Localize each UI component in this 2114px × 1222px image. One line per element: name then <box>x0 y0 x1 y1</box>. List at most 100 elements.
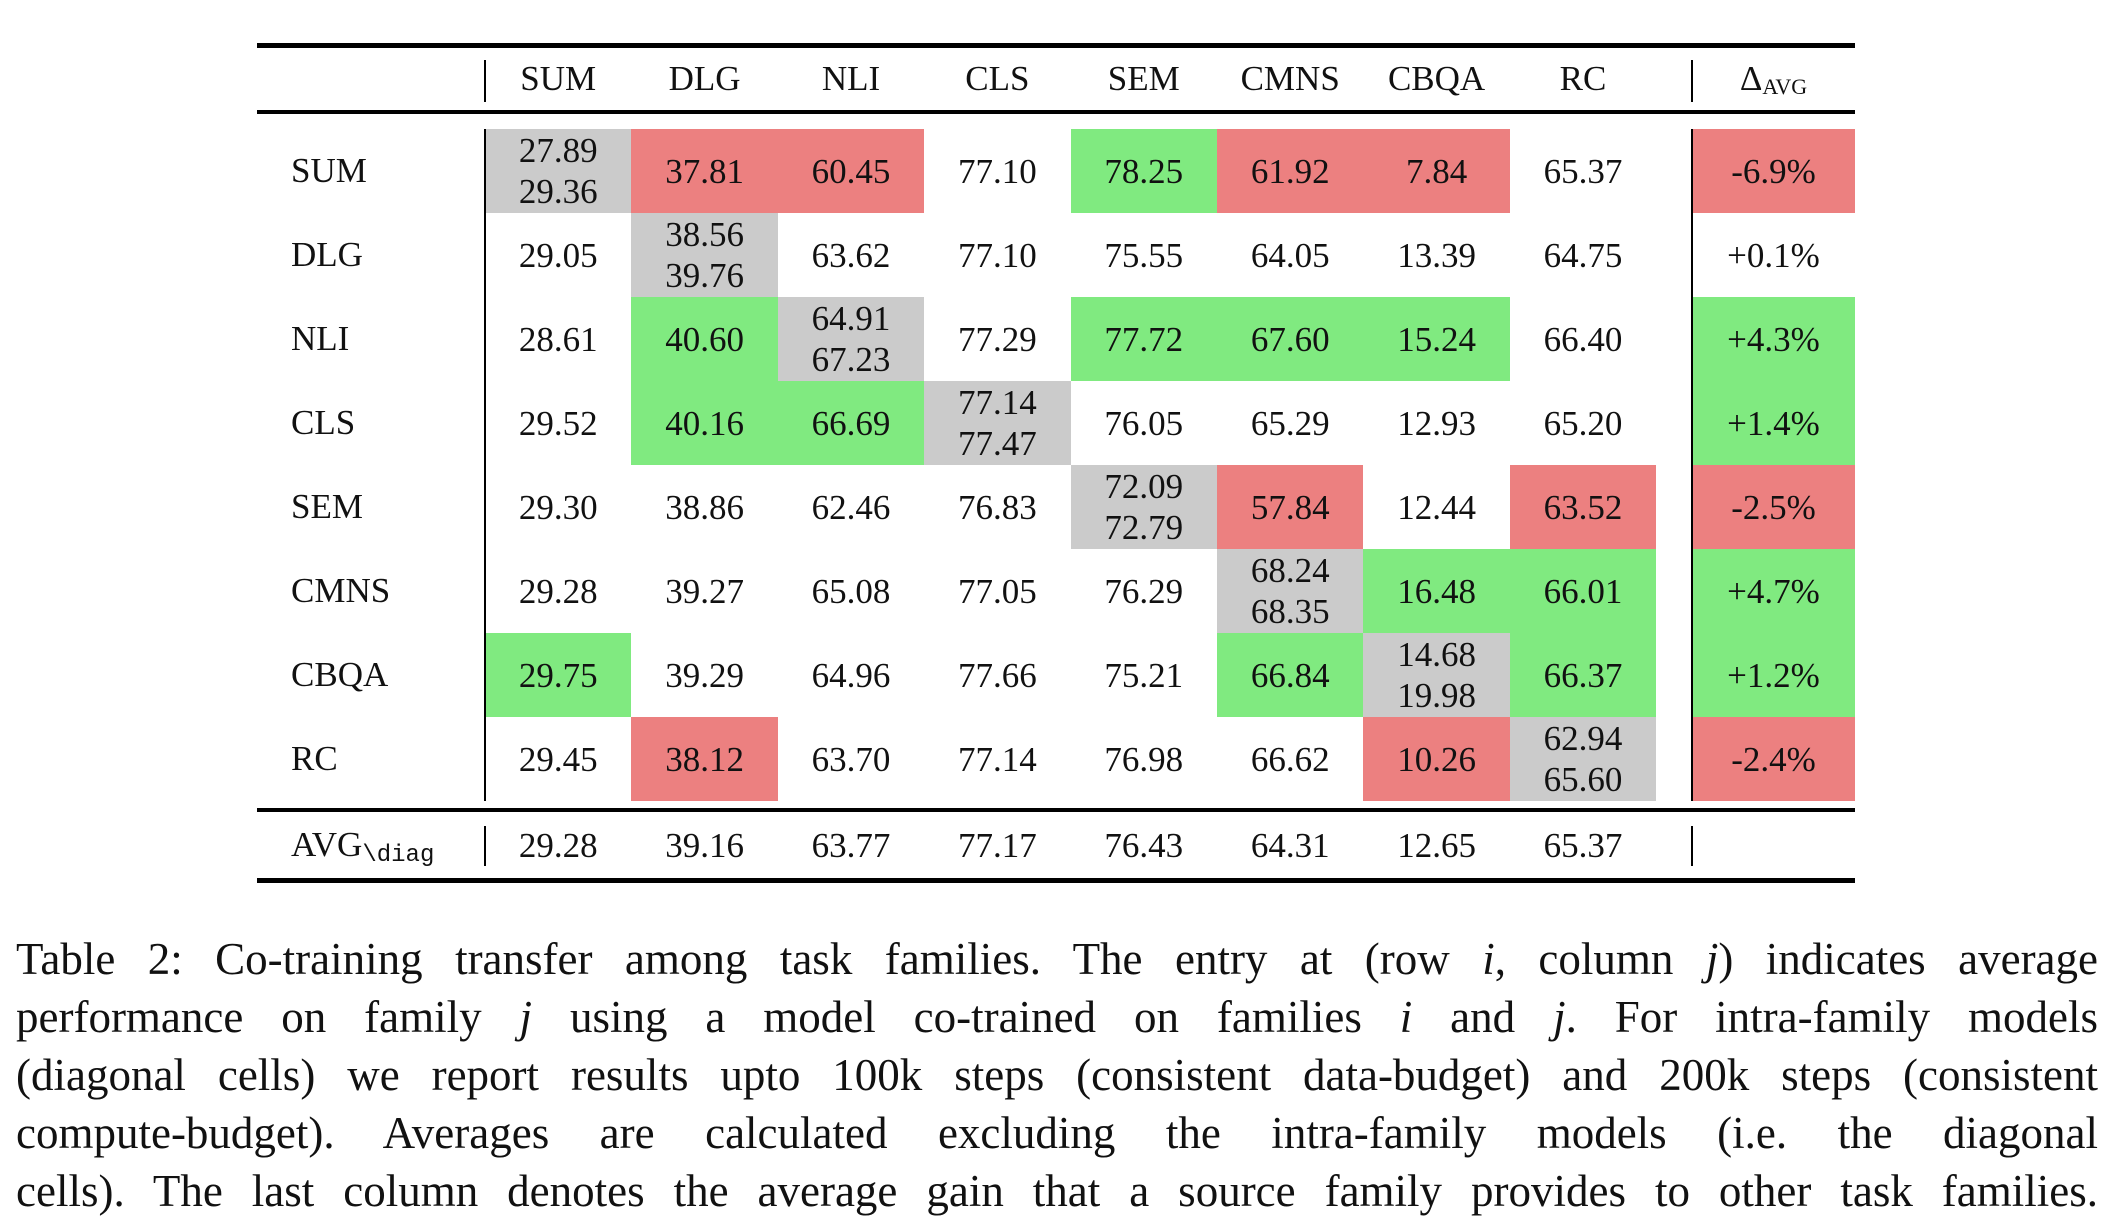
cell-value: 63.70 <box>811 739 891 779</box>
cell-value: 38.12 <box>665 739 744 779</box>
cell-value: 61.92 <box>1250 151 1330 191</box>
cell-value: 29.45 <box>518 739 598 779</box>
table-cell: 66.62 <box>1217 717 1363 801</box>
cell-value: 77.72 <box>1104 319 1184 359</box>
column-header: CMNS <box>1240 59 1340 98</box>
cell-value: 64.91 <box>811 299 891 338</box>
avg-cell: 63.77 <box>811 825 891 865</box>
caption-italic-var: j <box>1553 992 1566 1042</box>
row-label: SEM <box>291 487 363 526</box>
table-cell: 77.10 <box>924 213 1070 297</box>
table-cell: 77.14 <box>924 717 1070 801</box>
cell-value: 77.47 <box>958 424 1037 463</box>
table-cell: 15.24 <box>1363 297 1510 381</box>
cell-value: 64.96 <box>811 655 891 695</box>
cell-value: 67.23 <box>811 340 891 379</box>
table-cell: 29.30 <box>485 465 631 549</box>
table-cell: 65.08 <box>778 549 924 633</box>
table-cell: 60.45 <box>777 129 925 213</box>
cell-value: 13.39 <box>1397 235 1476 275</box>
table-cell: 29.45 <box>485 717 631 801</box>
cell-value: 66.69 <box>811 403 891 443</box>
row-label: RC <box>291 739 338 778</box>
table-cell: 14.68 19.98 <box>1363 633 1510 717</box>
cell-value: 66.01 <box>1543 571 1623 611</box>
delta-cell: +4.3% <box>1692 297 1855 381</box>
cell-value: 76.98 <box>1104 739 1184 779</box>
delta-avg-header: Δ AVG <box>1692 56 1855 102</box>
delta-cell: -2.4% <box>1692 717 1855 801</box>
cell-value: 65.29 <box>1250 403 1330 443</box>
table-cell: 76.98 <box>1071 717 1217 801</box>
column-header: SEM <box>1107 59 1180 98</box>
table-cell: 76.83 <box>924 465 1070 549</box>
cell-value: 72.09 <box>1104 467 1184 506</box>
cell-value: 39.76 <box>665 256 744 295</box>
table-caption: Table 2: Co-training transfer among task… <box>16 930 2098 1220</box>
column-header: NLI <box>821 59 881 98</box>
cell-value: 28.61 <box>518 319 598 359</box>
table-cell: 61.92 <box>1217 129 1364 213</box>
caption-text: , column <box>1494 934 1706 984</box>
cell-value: 27.89 <box>518 131 598 170</box>
horizontal-rule <box>257 43 1855 48</box>
avg-cell: 77.17 <box>958 825 1037 865</box>
cell-value: 68.24 <box>1250 551 1330 590</box>
table-cell: 77.14 77.47 <box>924 381 1071 465</box>
cell-value: 76.29 <box>1104 571 1184 611</box>
table-cell: 37.81 <box>631 129 778 213</box>
caption-text: and <box>1412 992 1554 1042</box>
cell-value: 65.20 <box>1543 403 1623 443</box>
table-cell: 77.10 <box>924 129 1070 213</box>
table-cell: 64.91 67.23 <box>777 297 925 381</box>
avg-row-label: AVG \diag <box>291 822 435 869</box>
cell-value: 19.98 <box>1397 676 1476 715</box>
avg-cell: 12.65 <box>1397 825 1476 865</box>
column-header: CBQA <box>1387 59 1486 98</box>
cell-value: 29.52 <box>518 403 598 443</box>
table-cell: 77.29 <box>924 297 1070 381</box>
delta-cell: -2.5% <box>1692 465 1855 549</box>
table-cell: 40.60 <box>631 297 778 381</box>
table-cell: 29.05 <box>485 213 631 297</box>
delta-subscript: AVG <box>1762 74 1808 99</box>
table-cell: 66.69 <box>777 381 925 465</box>
cell-value: 77.66 <box>958 655 1037 695</box>
cell-value: 62.46 <box>811 487 891 527</box>
cell-value: 68.35 <box>1250 592 1330 631</box>
caption-text: . For intra-family models <box>1565 992 2098 1042</box>
caption-italic-var: j <box>1705 934 1719 984</box>
delta-cell: -6.9% <box>1692 129 1855 213</box>
cell-value: 75.55 <box>1104 235 1184 275</box>
table-cell: 77.72 <box>1070 297 1217 381</box>
table-cell: 66.01 <box>1509 549 1657 633</box>
cell-value: 65.37 <box>1543 151 1623 191</box>
table-cell: 39.29 <box>631 633 777 717</box>
table-cell: 29.28 <box>485 549 631 633</box>
table-cell: 72.09 72.79 <box>1070 465 1217 549</box>
caption-text: ) indicates average <box>1718 934 2098 984</box>
cell-value: 66.37 <box>1543 655 1623 695</box>
cell-value: 37.81 <box>665 151 744 191</box>
cell-value: 76.83 <box>958 487 1037 527</box>
cell-value: 67.60 <box>1250 319 1330 359</box>
cell-value: 64.05 <box>1250 235 1330 275</box>
row-label: CBQA <box>291 655 389 694</box>
delta-cell: +4.7% <box>1692 549 1855 633</box>
cell-value: 29.75 <box>518 655 598 695</box>
table-cell: 76.05 <box>1071 381 1217 465</box>
cell-value: 15.24 <box>1397 319 1476 359</box>
cell-value: 66.40 <box>1543 319 1623 359</box>
table-cell: 75.21 <box>1071 633 1217 717</box>
table-cell: 76.29 <box>1071 549 1217 633</box>
caption-line: (diagonal cells) we report results upto … <box>16 1046 2098 1104</box>
table-cell: 77.05 <box>924 549 1070 633</box>
cell-value: 77.10 <box>958 235 1037 275</box>
avg-cell: 64.31 <box>1250 825 1330 865</box>
table-cell: 64.05 <box>1217 213 1363 297</box>
table-cell: 66.37 <box>1509 633 1657 717</box>
row-label: CMNS <box>291 571 391 610</box>
avg-subscript: \diag <box>362 841 435 869</box>
cell-value: 77.29 <box>958 319 1037 359</box>
horizontal-rule <box>257 808 1855 812</box>
